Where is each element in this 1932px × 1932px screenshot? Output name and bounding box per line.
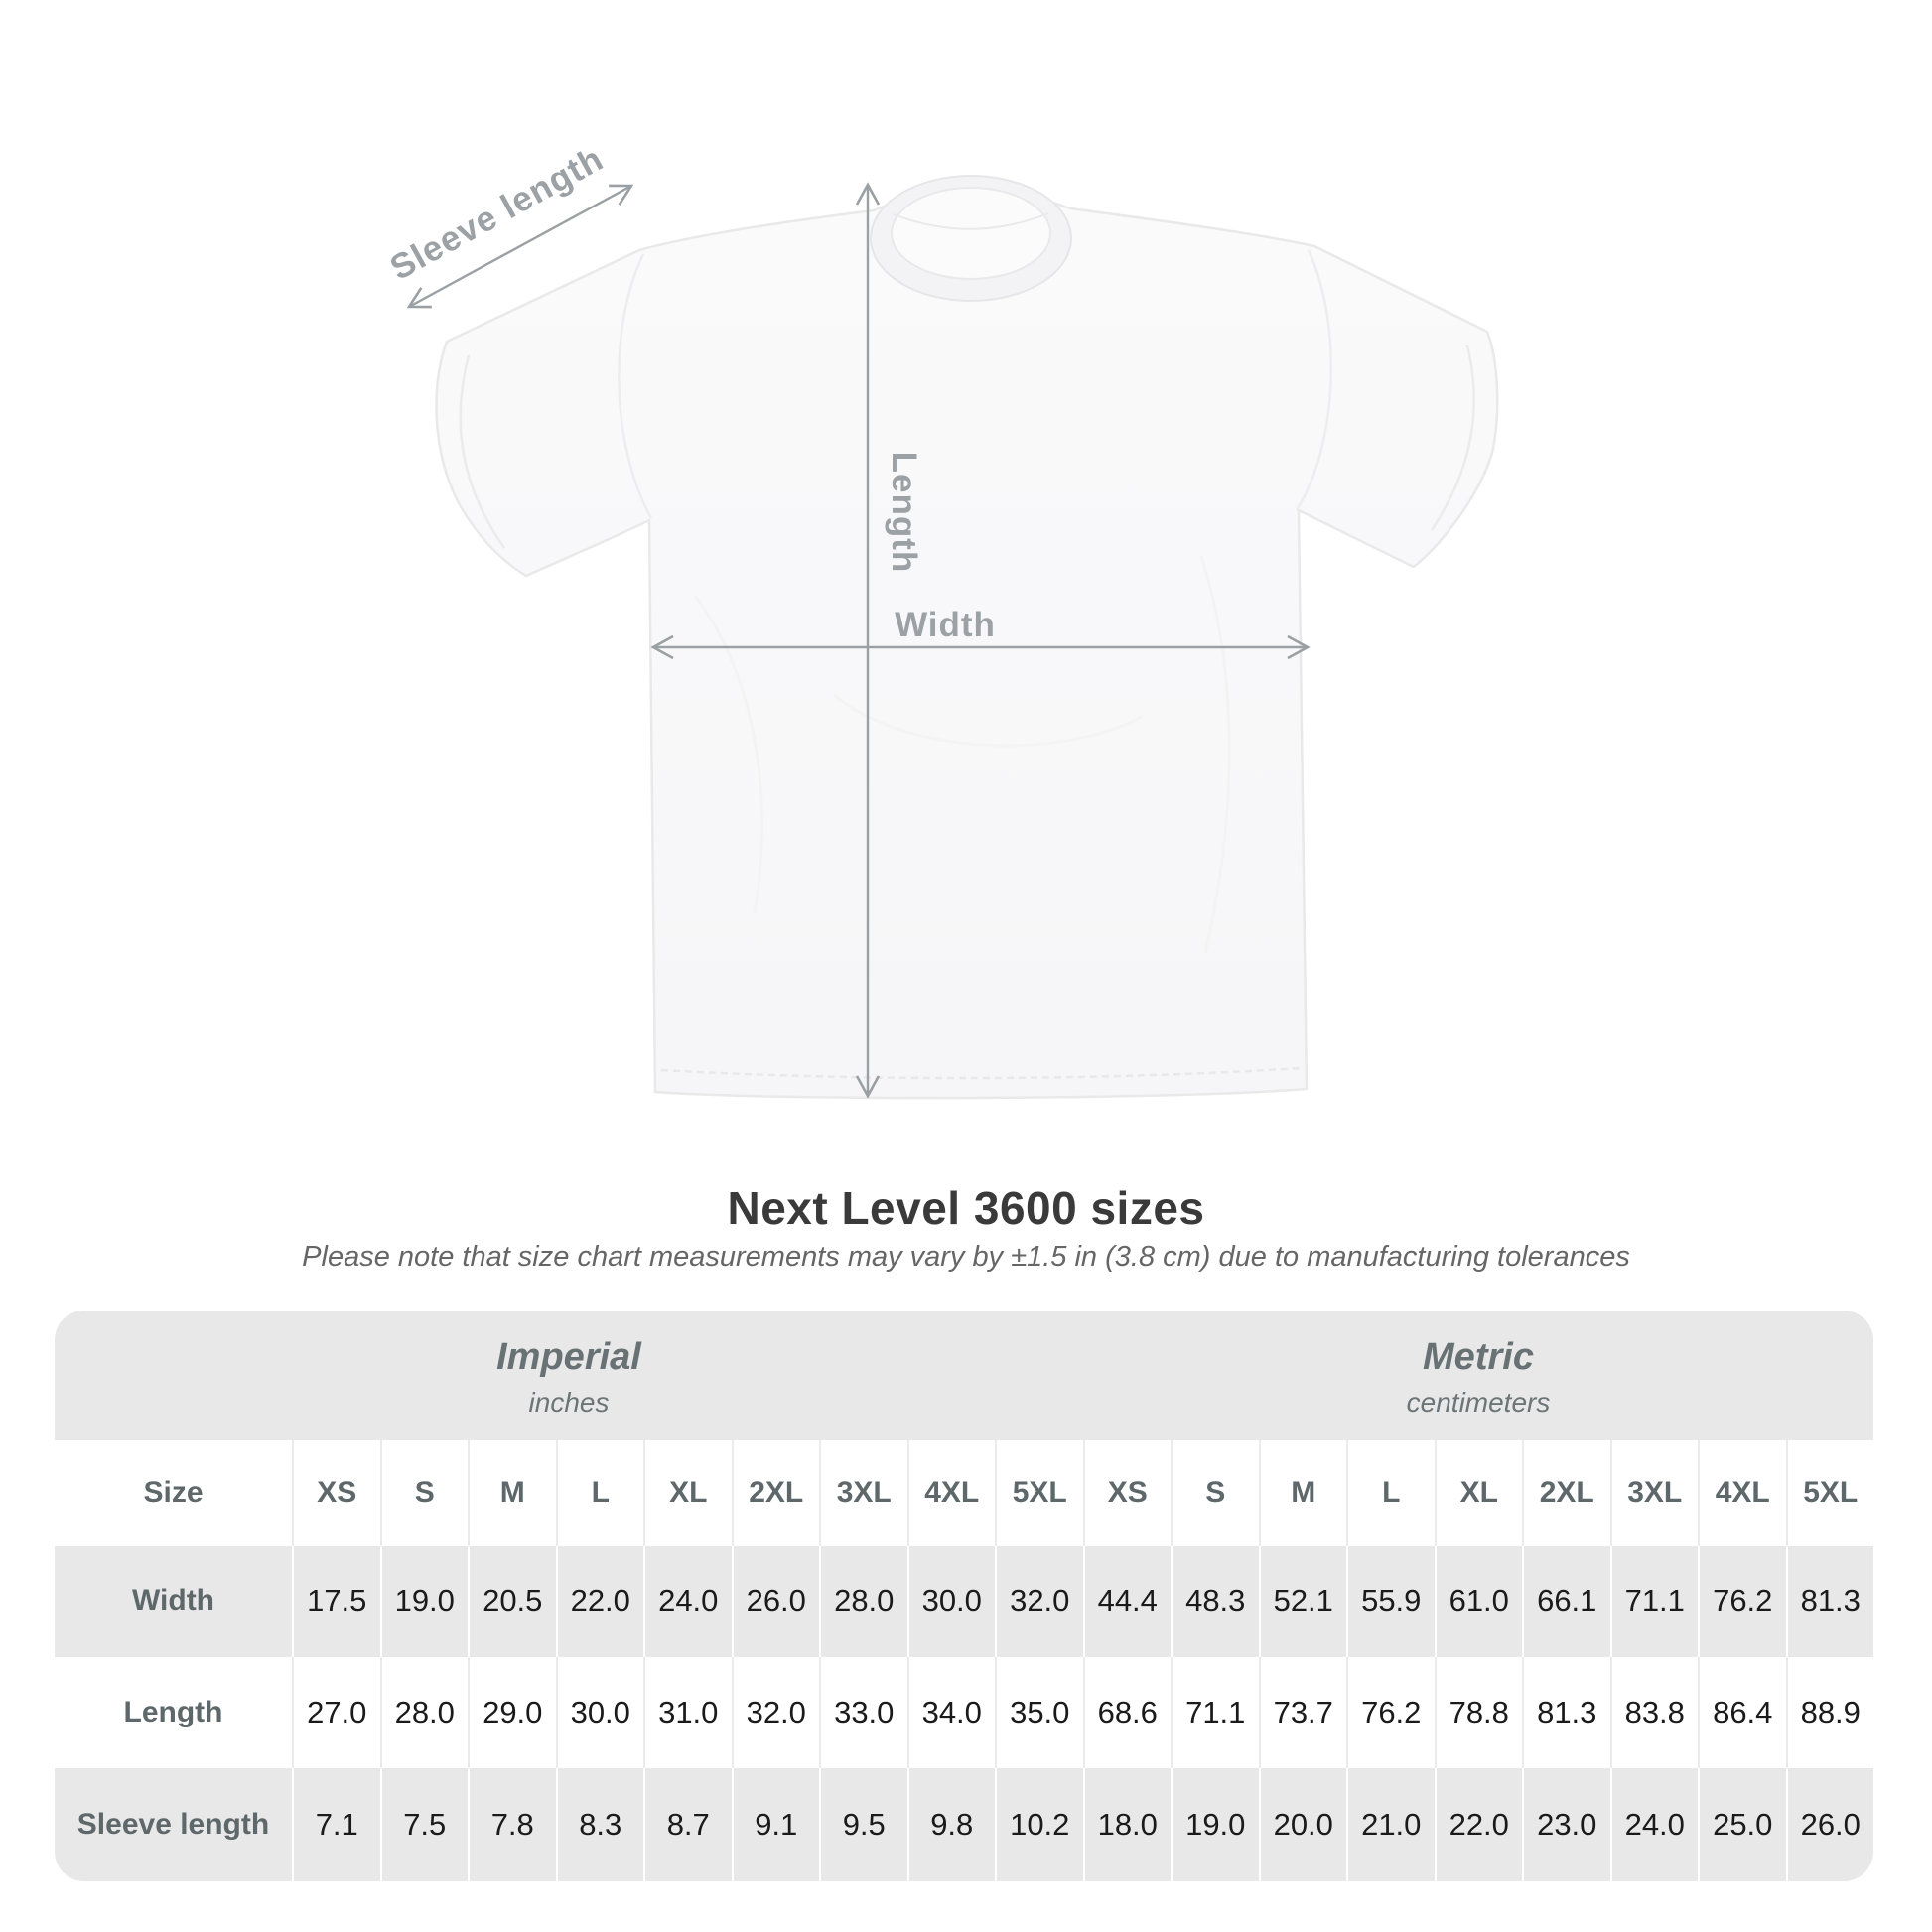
- measurement-cell: 44.4: [1082, 1546, 1171, 1657]
- size-table-grid: Size XS S M L XL 2XL 3XL 4XL 5XL XS S M L XL 2XL 3XL 4XL 5…: [55, 1440, 1873, 1881]
- measurement-cell: 76.2: [1346, 1657, 1435, 1768]
- width-label: Width: [895, 606, 996, 644]
- imperial-unit: inches: [528, 1386, 610, 1418]
- measurement-cell: 9.5: [819, 1768, 907, 1881]
- measurement-cell: 10.2: [995, 1768, 1083, 1881]
- measurement-cell: 71.1: [1609, 1546, 1698, 1657]
- tshirt-diagram: Sleeve length Length Width: [384, 139, 1499, 1100]
- size-column-header: L: [555, 1440, 643, 1546]
- measurement-cell: 19.0: [1171, 1768, 1259, 1881]
- measurement-cell: 7.1: [292, 1768, 380, 1881]
- tolerance-note: Please note that size chart measurements…: [302, 1241, 1630, 1273]
- measurement-cell: 34.0: [906, 1657, 995, 1768]
- measurement-cell: 32.0: [995, 1546, 1083, 1657]
- imperial-title: Imperial: [496, 1335, 641, 1378]
- size-column-header: 3XL: [819, 1440, 907, 1546]
- measurement-cell: 7.5: [379, 1768, 468, 1881]
- measurement-cell: 24.0: [643, 1546, 732, 1657]
- size-column-header: M: [1258, 1440, 1346, 1546]
- metric-title: Metric: [1423, 1335, 1534, 1378]
- measurement-cell: 20.0: [1258, 1768, 1346, 1881]
- measurement-arrows: [406, 182, 1311, 1099]
- measurement-cell: 8.3: [555, 1768, 643, 1881]
- measurement-cell: 81.3: [1522, 1657, 1610, 1768]
- length-label: Length: [885, 452, 923, 574]
- measurement-cell: 88.9: [1785, 1657, 1873, 1768]
- size-table: Imperial inches Metric centimeters Size X…: [55, 1311, 1873, 1881]
- measurement-cell: 27.0: [292, 1657, 380, 1768]
- measurement-cell: 28.0: [819, 1546, 907, 1657]
- size-column-header: XS: [292, 1440, 380, 1546]
- metric-header: Metric centimeters: [1083, 1311, 1873, 1440]
- measurement-cell: 9.1: [731, 1768, 819, 1881]
- measurement-cell: 71.1: [1171, 1657, 1259, 1768]
- measurement-cell: 66.1: [1522, 1546, 1610, 1657]
- measurement-cell: 30.0: [555, 1657, 643, 1768]
- measurement-cell: 86.4: [1698, 1657, 1786, 1768]
- measurement-cell: 25.0: [1698, 1768, 1786, 1881]
- measurement-cell: 22.0: [1434, 1768, 1522, 1881]
- metric-unit: centimeters: [1406, 1386, 1551, 1418]
- size-column-header: 5XL: [995, 1440, 1083, 1546]
- row-label: Sleeve length: [55, 1768, 292, 1881]
- measurement-cell: 30.0: [906, 1546, 995, 1657]
- measurement-cell: 7.8: [468, 1768, 556, 1881]
- measurement-cell: 73.7: [1258, 1657, 1346, 1768]
- imperial-header: Imperial inches: [55, 1311, 1083, 1440]
- measurement-cell: 17.5: [292, 1546, 380, 1657]
- size-column-header: S: [379, 1440, 468, 1546]
- measurement-cell: 19.0: [379, 1546, 468, 1657]
- measurement-cell: 35.0: [995, 1657, 1083, 1768]
- size-header: Size: [55, 1440, 292, 1546]
- measurement-cell: 20.5: [468, 1546, 556, 1657]
- measurement-cell: 26.0: [1785, 1768, 1873, 1881]
- size-column-header: L: [1346, 1440, 1435, 1546]
- size-column-header: XS: [1082, 1440, 1171, 1546]
- size-column-header: M: [468, 1440, 556, 1546]
- measurement-cell: 55.9: [1346, 1546, 1435, 1657]
- measurement-cell: 21.0: [1346, 1768, 1435, 1881]
- measurement-cell: 68.6: [1082, 1657, 1171, 1768]
- measurement-cell: 32.0: [731, 1657, 819, 1768]
- measurement-cell: 8.7: [643, 1768, 732, 1881]
- sleeve-length-label: Sleeve length: [384, 139, 611, 288]
- measurement-cell: 78.8: [1434, 1657, 1522, 1768]
- size-column-header: 3XL: [1609, 1440, 1698, 1546]
- size-column-header: 4XL: [1698, 1440, 1786, 1546]
- measurement-cell: 81.3: [1785, 1546, 1873, 1657]
- size-column-header: 2XL: [731, 1440, 819, 1546]
- measurement-cell: 26.0: [731, 1546, 819, 1657]
- measurement-cell: 23.0: [1522, 1768, 1610, 1881]
- sleeve-length-arrow: [406, 184, 634, 309]
- measurement-cell: 76.2: [1698, 1546, 1786, 1657]
- measurement-cell: 48.3: [1171, 1546, 1259, 1657]
- row-label: Width: [55, 1546, 292, 1657]
- size-column-header: 4XL: [906, 1440, 995, 1546]
- measurement-cell: 18.0: [1082, 1768, 1171, 1881]
- measurement-cell: 9.8: [906, 1768, 995, 1881]
- measurement-cell: 52.1: [1258, 1546, 1346, 1657]
- unit-header-band: Imperial inches Metric centimeters: [55, 1311, 1873, 1440]
- measurement-cell: 28.0: [379, 1657, 468, 1768]
- measurement-cell: 22.0: [555, 1546, 643, 1657]
- row-label: Length: [55, 1657, 292, 1768]
- size-column-header: XL: [1434, 1440, 1522, 1546]
- size-column-header: XL: [643, 1440, 732, 1546]
- measurement-cell: 61.0: [1434, 1546, 1522, 1657]
- measurement-cell: 24.0: [1609, 1768, 1698, 1881]
- page-title: Next Level 3600 sizes: [727, 1182, 1205, 1234]
- measurement-cell: 31.0: [643, 1657, 732, 1768]
- measurement-cell: 29.0: [468, 1657, 556, 1768]
- size-column-header: 2XL: [1522, 1440, 1610, 1546]
- size-column-header: 5XL: [1785, 1440, 1873, 1546]
- size-column-header: S: [1171, 1440, 1259, 1546]
- measurement-cell: 83.8: [1609, 1657, 1698, 1768]
- measurement-cell: 33.0: [819, 1657, 907, 1768]
